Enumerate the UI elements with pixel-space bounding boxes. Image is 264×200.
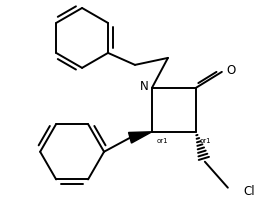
Text: or1: or1 [156, 138, 168, 144]
Text: N: N [140, 80, 148, 93]
Text: Cl: Cl [243, 185, 254, 198]
Text: O: O [226, 64, 235, 77]
Polygon shape [129, 132, 152, 143]
Text: or1: or1 [200, 138, 212, 144]
